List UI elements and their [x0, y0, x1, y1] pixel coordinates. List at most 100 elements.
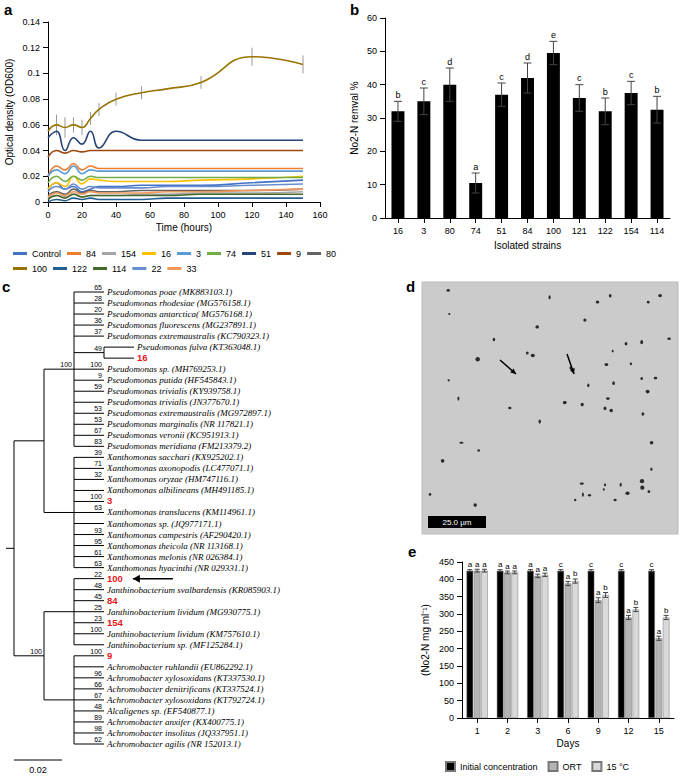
svg-text:Janthinobacterium svalbardensi: Janthinobacterium svalbardensis (KR08590…	[107, 585, 280, 595]
svg-text:Janthinobacterium lividum (KM7: Janthinobacterium lividum (KM757610.1)	[107, 629, 260, 639]
svg-text:62: 62	[94, 736, 102, 743]
svg-text:1: 1	[475, 726, 480, 736]
svg-text:0.14: 0.14	[22, 17, 40, 27]
svg-text:c: c	[577, 73, 582, 83]
svg-text:100: 100	[546, 226, 561, 236]
svg-text:0.02: 0.02	[22, 171, 40, 181]
svg-text:140: 140	[278, 210, 293, 220]
svg-text:60: 60	[367, 13, 377, 23]
svg-text:59: 59	[94, 383, 102, 390]
svg-text:a: a	[4, 1, 13, 18]
svg-text:32: 32	[94, 471, 102, 478]
svg-text:ORT: ORT	[563, 762, 582, 772]
svg-text:d: d	[525, 52, 530, 62]
svg-text:100: 100	[107, 573, 123, 584]
svg-text:b: b	[573, 569, 578, 578]
svg-text:49: 49	[94, 345, 102, 352]
svg-text:20: 20	[367, 146, 377, 156]
svg-text:Pseudomonas extremaustralis (K: Pseudomonas extremaustralis (KC790323.1)	[106, 331, 269, 341]
svg-text:12: 12	[624, 726, 634, 736]
svg-text:65: 65	[94, 284, 102, 291]
svg-text:60: 60	[145, 210, 155, 220]
svg-text:Pseudomonas meridiana (FM21337: Pseudomonas meridiana (FM213379.2)	[106, 441, 251, 451]
svg-text:100: 100	[90, 626, 102, 633]
svg-text:10: 10	[367, 180, 377, 190]
svg-text:100: 100	[90, 648, 102, 655]
svg-text:Pseudomonas sp. (MH769253.1): Pseudomonas sp. (MH769253.1)	[106, 364, 226, 374]
svg-text:121: 121	[572, 226, 587, 236]
svg-text:Pseudomonas veronii (KC951913.: Pseudomonas veronii (KC951913.1)	[106, 430, 238, 440]
svg-text:9: 9	[296, 249, 301, 259]
svg-text:114: 114	[112, 264, 126, 274]
svg-text:e: e	[551, 30, 556, 40]
svg-text:84: 84	[107, 595, 118, 606]
svg-text:c: c	[559, 560, 563, 569]
svg-text:25.0 µm: 25.0 µm	[442, 518, 471, 527]
svg-text:100: 100	[90, 493, 102, 500]
svg-text:96: 96	[94, 670, 102, 677]
svg-text:89: 89	[94, 714, 102, 721]
svg-text:0: 0	[45, 210, 50, 220]
svg-text:30: 30	[367, 113, 377, 123]
svg-text:80: 80	[326, 249, 336, 259]
svg-text:200: 200	[439, 644, 454, 654]
svg-text:b: b	[664, 606, 669, 615]
svg-text:a: a	[657, 627, 662, 636]
svg-text:a: a	[566, 572, 571, 581]
svg-text:Achromobacter ruhlandii (EU862: Achromobacter ruhlandii (EU862292.1)	[106, 662, 252, 672]
svg-text:Achromobacter agilis (NR 15201: Achromobacter agilis (NR 152013.1)	[106, 739, 241, 749]
svg-text:80: 80	[179, 210, 189, 220]
svg-text:Janthinobacterium sp. (MF12528: Janthinobacterium sp. (MF125284.1)	[107, 640, 242, 650]
svg-text:154: 154	[107, 617, 124, 628]
svg-text:66: 66	[94, 681, 102, 688]
svg-text:a: a	[528, 560, 533, 569]
svg-text:9: 9	[98, 372, 102, 379]
svg-text:6: 6	[565, 726, 570, 736]
svg-text:0.06: 0.06	[22, 120, 40, 130]
svg-text:83: 83	[94, 438, 102, 445]
svg-text:Pseudomonas putida (HF545843.1: Pseudomonas putida (HF545843.1)	[106, 375, 236, 385]
svg-text:Xanthomonas campestris (AF2904: Xanthomonas campestris (AF290420.1)	[106, 530, 251, 540]
svg-text:16: 16	[393, 226, 403, 236]
svg-text:Pseudomonas extremaustralis (M: Pseudomonas extremaustralis (MG972897.1)	[106, 408, 271, 418]
svg-text:84: 84	[86, 249, 96, 259]
svg-text:Pseudomonas trivialis (JN37767: Pseudomonas trivialis (JN377670.1)	[106, 397, 239, 407]
svg-text:c: c	[499, 72, 504, 82]
svg-text:Xanthomonas sp. (JQ977171.1): Xanthomonas sp. (JQ977171.1)	[106, 519, 222, 529]
svg-text:Pseudomonas marginalis (NR 117: Pseudomonas marginalis (NR 117821.1)	[106, 419, 253, 429]
svg-text:25: 25	[94, 604, 102, 611]
svg-text:48: 48	[94, 582, 102, 589]
svg-text:a: a	[543, 564, 548, 573]
svg-text:Initial concentration: Initial concentration	[460, 762, 538, 772]
svg-text:Isolated strains: Isolated strains	[494, 240, 561, 251]
svg-text:0: 0	[35, 197, 40, 207]
svg-text:71: 71	[94, 460, 102, 467]
svg-text:20: 20	[94, 306, 102, 313]
svg-text:Achromobacter denitrificans (K: Achromobacter denitrificans (KT337524.1)	[106, 684, 263, 694]
svg-text:Pseudomonas trivialis (KY93975: Pseudomonas trivialis (KY939758.1)	[106, 386, 240, 396]
svg-text:Xanthomonas sacchari (KX925202: Xanthomonas sacchari (KX925202.1)	[106, 452, 243, 462]
svg-text:51: 51	[497, 226, 507, 236]
svg-text:a: a	[475, 560, 480, 569]
svg-text:Xanthomonas hyacinthi (NR 0293: Xanthomonas hyacinthi (NR 029331.1)	[106, 563, 248, 573]
svg-text:51: 51	[261, 249, 271, 259]
svg-text:Time (hours): Time (hours)	[156, 222, 212, 233]
svg-text:61: 61	[94, 549, 102, 556]
svg-text:400: 400	[439, 574, 454, 584]
svg-text:b: b	[350, 1, 359, 18]
svg-text:74: 74	[471, 226, 481, 236]
svg-text:a: a	[473, 162, 478, 172]
svg-text:Pseudomonas fulva (KT363048.1): Pseudomonas fulva (KT363048.1)	[136, 342, 260, 352]
svg-text:a: a	[468, 560, 473, 569]
svg-text:15 °C: 15 °C	[606, 762, 629, 772]
svg-text:0.08: 0.08	[22, 94, 40, 104]
svg-text:Days: Days	[557, 738, 580, 749]
svg-text:84: 84	[522, 226, 532, 236]
svg-text:Alcaligenes sp. (EF540877.1): Alcaligenes sp. (EF540877.1)	[106, 706, 214, 716]
svg-text:3: 3	[535, 726, 540, 736]
svg-text:3: 3	[196, 249, 201, 259]
svg-text:Xanthomonas axonopodis (LC4770: Xanthomonas axonopodis (LC477071.1)	[106, 463, 253, 473]
svg-text:100: 100	[60, 361, 72, 368]
svg-text:2: 2	[505, 726, 510, 736]
svg-text:b: b	[603, 87, 608, 97]
